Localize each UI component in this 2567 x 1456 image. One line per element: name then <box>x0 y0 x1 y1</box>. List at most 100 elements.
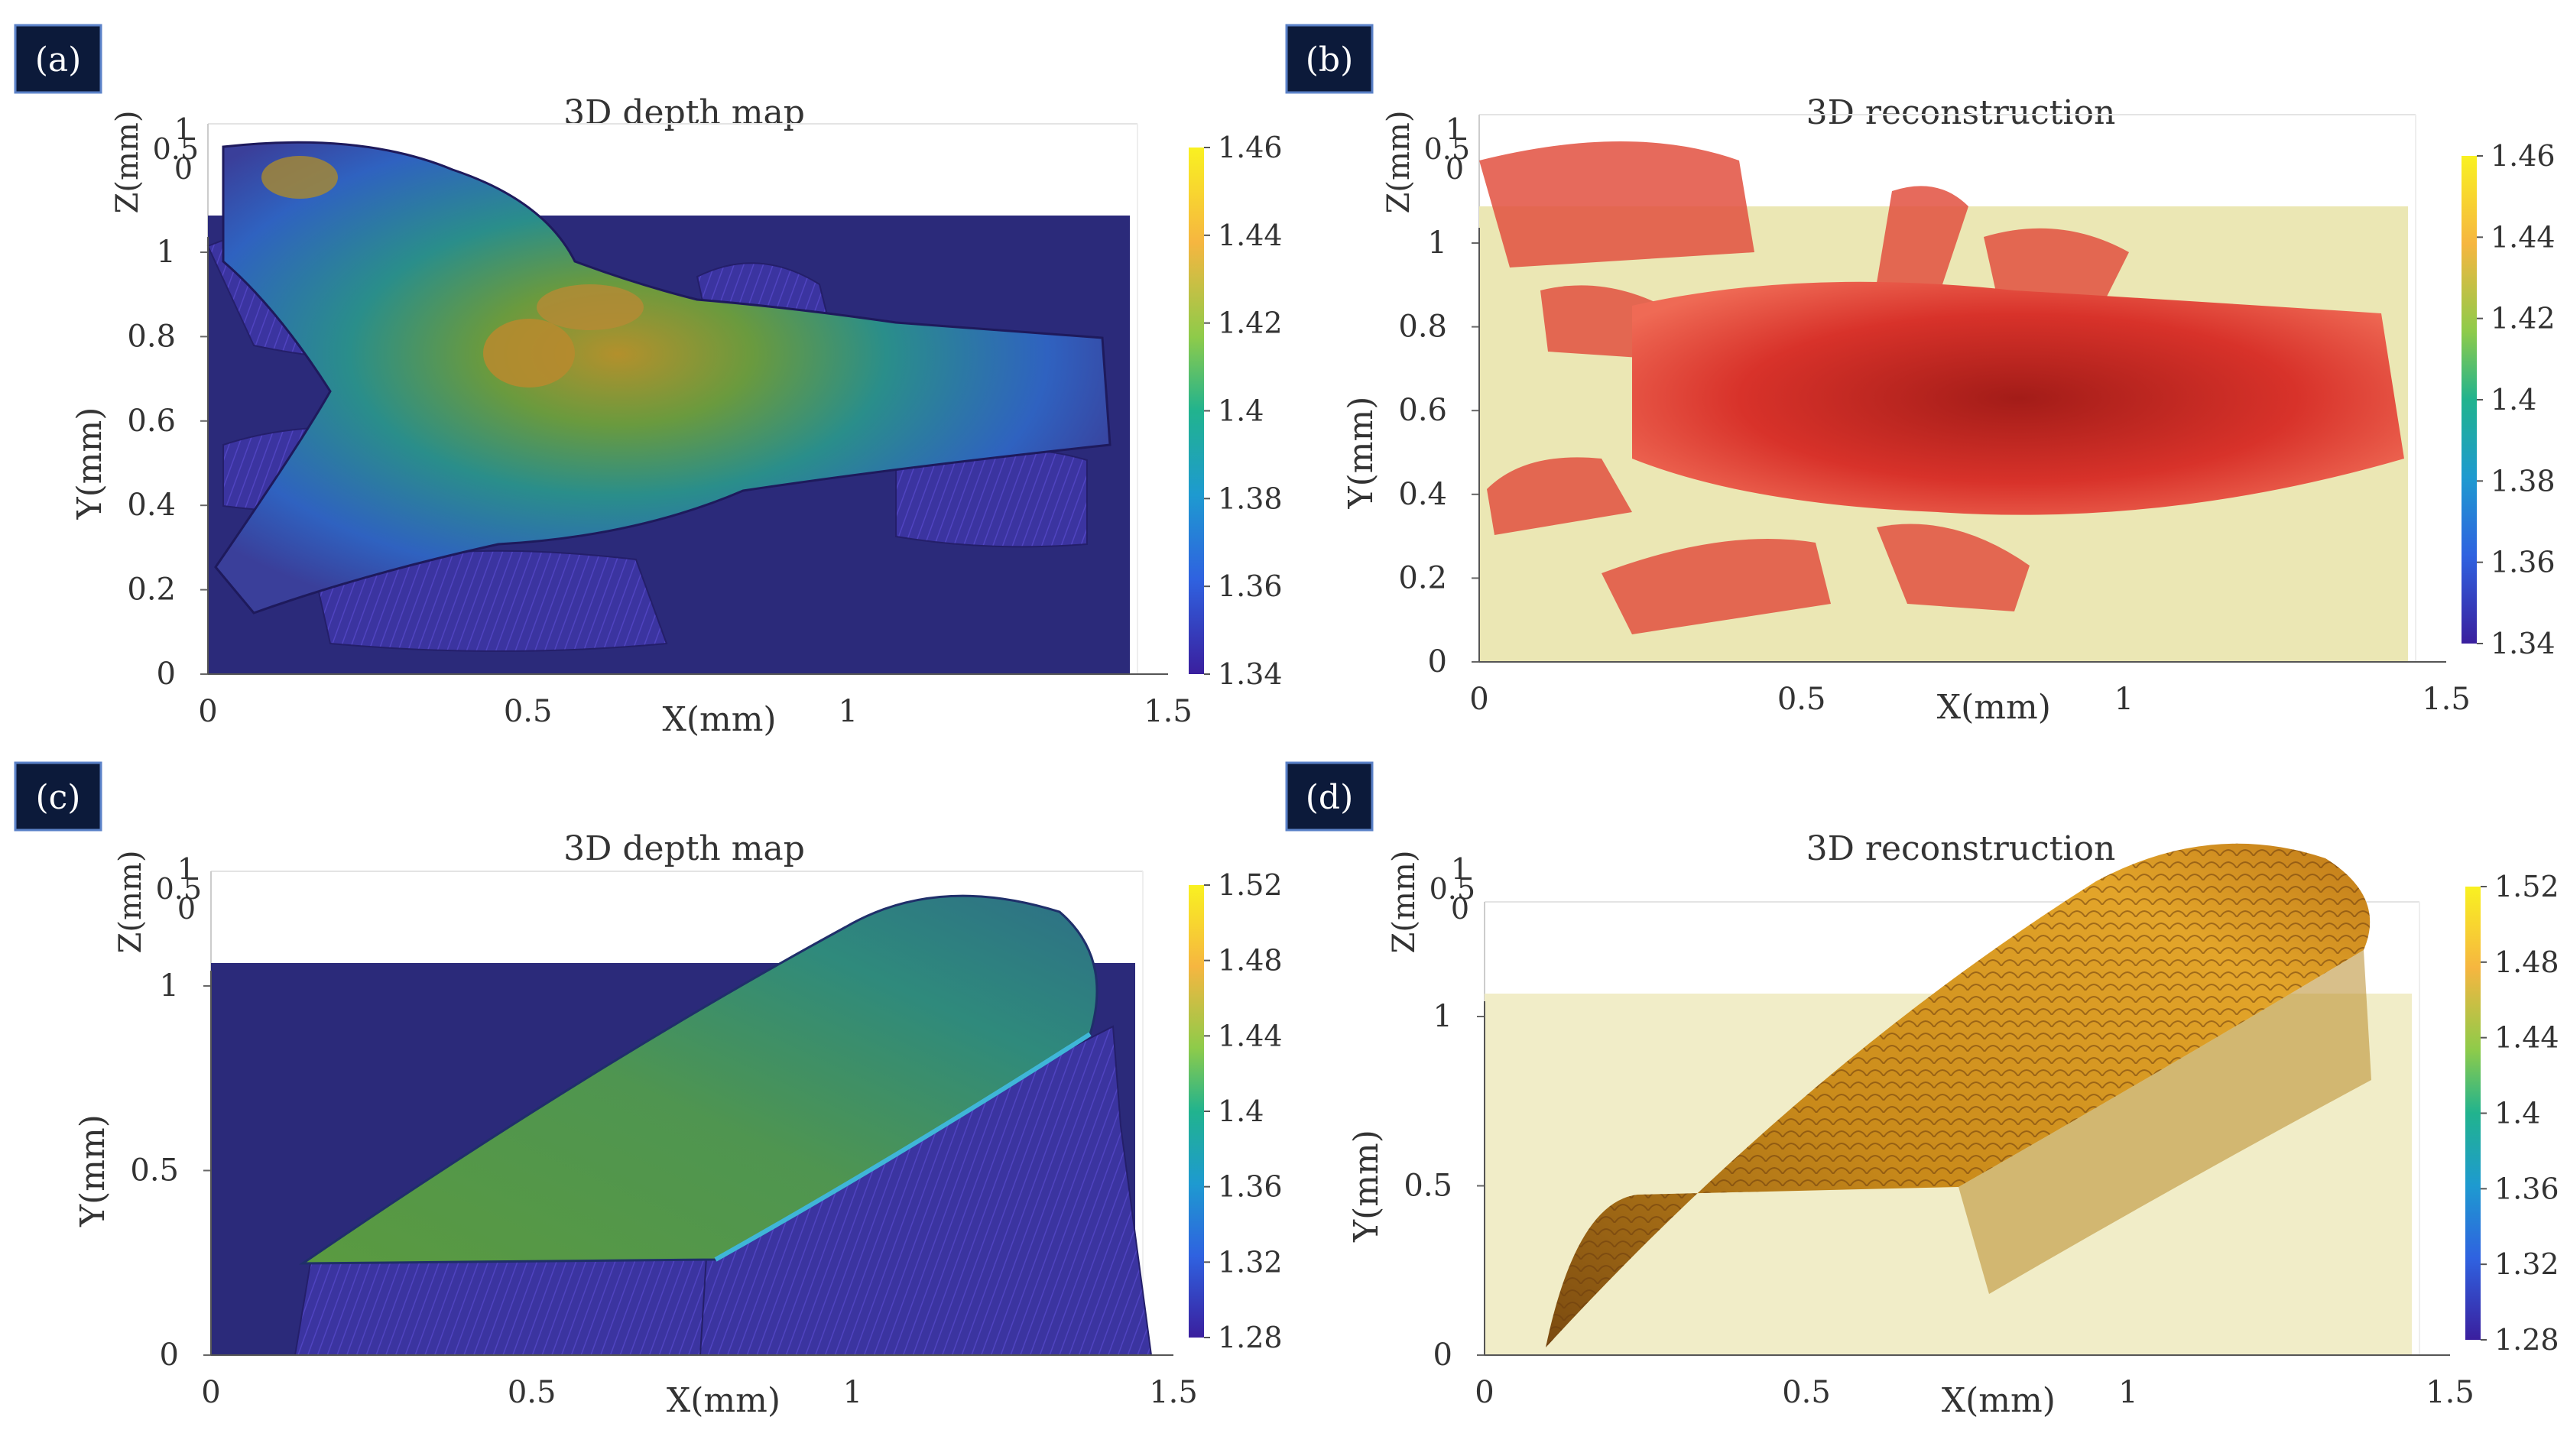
z-tick-label: 0 <box>1446 152 1464 186</box>
y-axis-label: Y(mm) <box>1347 1130 1386 1243</box>
colorbar-tick-label: 1.48 <box>2494 945 2559 979</box>
colorbar-tick-label: 1.36 <box>2494 1172 2559 1205</box>
x-axis-label: X(mm) <box>663 700 777 739</box>
recon-arm <box>1877 186 1968 298</box>
hot-spot <box>261 156 338 199</box>
colorbar-tick-label: 1.42 <box>2491 302 2556 336</box>
colorbar-tick-label: 1.36 <box>1218 1170 1283 1204</box>
colorbar-tick-label: 1.34 <box>1218 657 1283 691</box>
x-tick-label: 1.5 <box>1144 694 1193 729</box>
colorbar-tick-label: 1.44 <box>2491 220 2556 254</box>
y-tick-label: 0 <box>1428 644 1447 679</box>
x-tick-label: 1 <box>2118 1375 2137 1410</box>
colorbar <box>1189 148 1204 674</box>
recon-arm <box>1877 524 2030 611</box>
z-axis-label: Z(mm) <box>1387 851 1422 954</box>
hot-spot <box>483 319 575 388</box>
colorbar <box>2462 156 2477 644</box>
x-tick-label: 0.5 <box>1777 682 1826 717</box>
panel-label: (d) <box>1306 778 1354 817</box>
surface-edge <box>714 1032 1092 1262</box>
recon-arm <box>1479 141 1754 268</box>
y-tick-label: 0.6 <box>127 404 176 439</box>
z-axis-label: Z(mm) <box>110 111 145 214</box>
x-tick-label: 1.5 <box>1149 1375 1198 1410</box>
y-tick-label: 0.8 <box>1398 310 1447 345</box>
colorbar-tick-label: 1.36 <box>1218 569 1283 603</box>
y-tick-label: 0.4 <box>127 488 176 523</box>
colorbar <box>2465 887 2481 1340</box>
panel-label-box <box>14 24 102 94</box>
x-axis-label: X(mm) <box>1937 688 2051 727</box>
y-tick-label: 0.2 <box>1398 560 1447 595</box>
panel-label-box <box>1285 24 1374 94</box>
panel-title: 3D reconstruction <box>1806 93 2116 132</box>
colorbar-tick-label: 1.38 <box>1218 482 1283 515</box>
panel-label: (a) <box>35 41 82 79</box>
x-tick-label: 1 <box>2114 682 2134 717</box>
z-tick-label: 0 <box>177 892 196 926</box>
z-axis-label: Z(mm) <box>113 851 148 954</box>
x-tick-label: 0 <box>1475 1375 1494 1410</box>
panel-title: 3D reconstruction <box>1806 829 2116 868</box>
colorbar-tick-label: 1.36 <box>2491 546 2556 579</box>
colorbar-tick-label: 1.4 <box>1218 1094 1264 1128</box>
y-tick-label: 0.5 <box>1404 1169 1452 1204</box>
colorbar-tick-label: 1.28 <box>1218 1321 1283 1354</box>
z-tick-label: 1 <box>1451 852 1469 886</box>
y-axis-label: Y(mm) <box>70 407 109 520</box>
y-tick-label: 1 <box>1428 225 1447 261</box>
z-tick-label: 0 <box>1451 892 1469 926</box>
recon-texture <box>1546 843 2371 1347</box>
panel-label: (c) <box>36 778 81 817</box>
y-tick-label: 0.6 <box>1398 393 1447 428</box>
z-tick-label: 0 <box>174 152 193 186</box>
z-tick-label: 0.5 <box>156 872 202 906</box>
x-tick-label: 1 <box>839 694 858 729</box>
colorbar-tick-label: 1.52 <box>2494 870 2559 903</box>
colorbar-tick-label: 1.28 <box>2494 1323 2559 1357</box>
z-tick-label: 1 <box>177 852 196 886</box>
panel-title: 3D depth map <box>563 93 805 132</box>
hot-spot <box>537 284 644 330</box>
colorbar-tick-label: 1.42 <box>1218 306 1283 340</box>
panel-label-box <box>14 761 102 832</box>
colorbar <box>1189 885 1204 1338</box>
y-tick-label: 0.5 <box>130 1153 179 1188</box>
z-tick-label: 0.5 <box>1430 872 1475 906</box>
y-tick-label: 1 <box>157 235 176 270</box>
panel-label-box <box>1285 761 1374 832</box>
z-tick-label: 0.5 <box>1424 132 1470 166</box>
colorbar-tick-label: 1.34 <box>2491 627 2556 660</box>
colorbar-tick-label: 1.52 <box>1218 868 1283 902</box>
x-axis-label: X(mm) <box>667 1381 780 1420</box>
x-tick-label: 0.5 <box>1782 1375 1831 1410</box>
y-tick-label: 1 <box>1433 999 1452 1034</box>
x-tick-label: 0 <box>198 694 217 729</box>
x-axis-label: X(mm) <box>1942 1381 2056 1420</box>
y-axis-label: Y(mm) <box>73 1114 112 1227</box>
y-tick-label: 0 <box>160 1338 179 1373</box>
surface-body <box>214 141 1112 615</box>
colorbar-tick-label: 1.4 <box>1218 394 1264 428</box>
x-tick-label: 0.5 <box>508 1375 557 1410</box>
colorbar-tick-label: 1.46 <box>2491 139 2556 173</box>
recon-arm <box>1602 539 1831 634</box>
recon-arm <box>1984 228 2129 306</box>
y-tick-label: 0 <box>157 657 176 692</box>
y-tick-label: 0.2 <box>127 572 176 608</box>
x-tick-label: 0 <box>201 1375 220 1410</box>
y-tick-label: 0 <box>1433 1338 1452 1373</box>
recon-arm <box>1487 457 1632 535</box>
z-tick-label: 1 <box>1446 112 1464 146</box>
panel-label: (b) <box>1306 41 1354 79</box>
colorbar-tick-label: 1.32 <box>1218 1245 1283 1279</box>
x-tick-label: 1 <box>843 1375 862 1410</box>
x-tick-label: 0.5 <box>504 694 553 729</box>
colorbar-tick-label: 1.46 <box>1218 131 1283 164</box>
x-tick-label: 1.5 <box>2422 682 2471 717</box>
y-tick-label: 1 <box>160 968 179 1004</box>
